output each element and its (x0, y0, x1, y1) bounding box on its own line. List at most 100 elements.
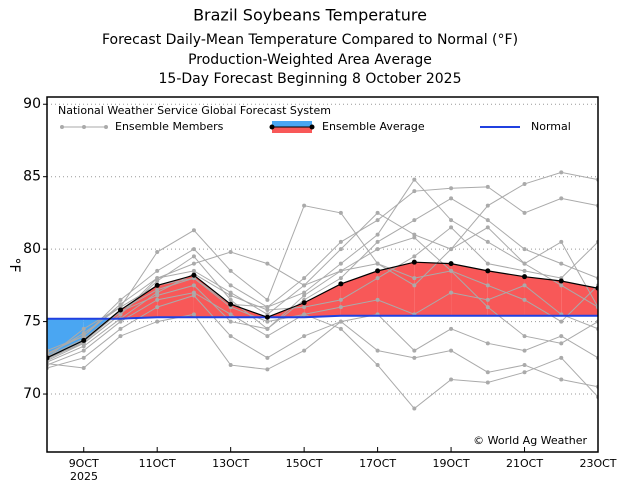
chart-title: Brazil Soybeans Temperature (193, 6, 427, 25)
average-point (411, 259, 417, 265)
member-point (522, 261, 527, 266)
legend-swatch (272, 127, 312, 133)
member-line (47, 186, 598, 356)
member-point (228, 363, 233, 368)
member-point (485, 380, 490, 385)
member-point (559, 170, 564, 175)
member-point (449, 268, 454, 273)
member-point (81, 348, 86, 353)
average-point (154, 282, 160, 288)
member-point (338, 326, 343, 331)
member-point (522, 181, 527, 186)
member-point (412, 189, 417, 194)
member-point (485, 218, 490, 223)
y-tick-label: 70 (23, 386, 41, 402)
legend-swatch (272, 121, 312, 127)
member-point (375, 261, 380, 266)
member-line (47, 236, 598, 360)
member-point (485, 225, 490, 230)
year-label: 2025 (70, 470, 98, 483)
member-point (118, 326, 123, 331)
average-line (47, 261, 598, 359)
member-point (302, 290, 307, 295)
member-line (47, 313, 598, 370)
y-tick-label: 75 (23, 314, 41, 330)
member-point (449, 186, 454, 191)
member-point (265, 297, 270, 302)
member-point (155, 293, 160, 298)
member-point (155, 305, 160, 310)
member-point (155, 250, 160, 255)
x-tick-label: 13OCT (212, 457, 249, 470)
member-point (412, 177, 417, 182)
member-point (485, 283, 490, 288)
member-point (302, 312, 307, 317)
member-line (47, 178, 598, 354)
member-point (302, 293, 307, 298)
member-point (81, 365, 86, 370)
x-tick-label: 11OCT (139, 457, 176, 470)
y-tick-label: 85 (23, 169, 41, 185)
member-point (412, 232, 417, 237)
member-point (375, 297, 380, 302)
member-point (338, 268, 343, 273)
member-point (449, 225, 454, 230)
member-point (302, 305, 307, 310)
normal-line (47, 314, 598, 320)
member-point (522, 370, 527, 375)
member-line (47, 226, 598, 363)
member-point (81, 355, 86, 360)
member-point (522, 297, 527, 302)
member-point (559, 355, 564, 360)
member-point (412, 406, 417, 411)
member-point (155, 276, 160, 281)
member-point (485, 305, 490, 310)
copyright: © World Ag Weather (473, 434, 587, 447)
average-point (264, 314, 270, 320)
member-point (302, 203, 307, 208)
member-point (228, 283, 233, 288)
average-point (522, 274, 528, 280)
member-point (338, 319, 343, 324)
member-point (375, 363, 380, 368)
anomaly-fill (340, 270, 378, 316)
member-point (449, 377, 454, 382)
member-point (302, 348, 307, 353)
x-tick-label: 23OCT (579, 457, 616, 470)
member-point (228, 268, 233, 273)
member-point (522, 334, 527, 339)
average-point (81, 337, 87, 343)
x-tick-label: 19OCT (433, 457, 470, 470)
legend-label: Ensemble Members (115, 120, 224, 133)
y-tick-label: 80 (23, 241, 41, 257)
legend-swatch (269, 124, 275, 130)
member-point (522, 268, 527, 273)
subtitle: 15-Day Forecast Beginning 8 October 2025 (159, 71, 462, 87)
subtitle: Forecast Daily-Mean Temperature Compared… (102, 32, 518, 48)
source-label: National Weather Service Global Forecast… (58, 104, 331, 117)
member-point (228, 250, 233, 255)
member-point (522, 363, 527, 368)
member-point (302, 276, 307, 281)
member-point (375, 348, 380, 353)
member-point (449, 348, 454, 353)
member-point (522, 283, 527, 288)
member-point (81, 334, 86, 339)
member-point (522, 247, 527, 252)
member-point (265, 334, 270, 339)
member-point (338, 261, 343, 266)
member-point (191, 228, 196, 233)
member-point (522, 210, 527, 215)
member-line (47, 251, 598, 359)
member-point (375, 218, 380, 223)
average-point (338, 281, 344, 287)
member-point (449, 196, 454, 201)
legend-swatch (309, 124, 315, 130)
member-point (375, 210, 380, 215)
member-line (47, 212, 598, 352)
member-point (81, 344, 86, 349)
average-point (485, 268, 491, 274)
anomaly-fill (414, 262, 452, 316)
member-point (559, 319, 564, 324)
member-point (412, 348, 417, 353)
